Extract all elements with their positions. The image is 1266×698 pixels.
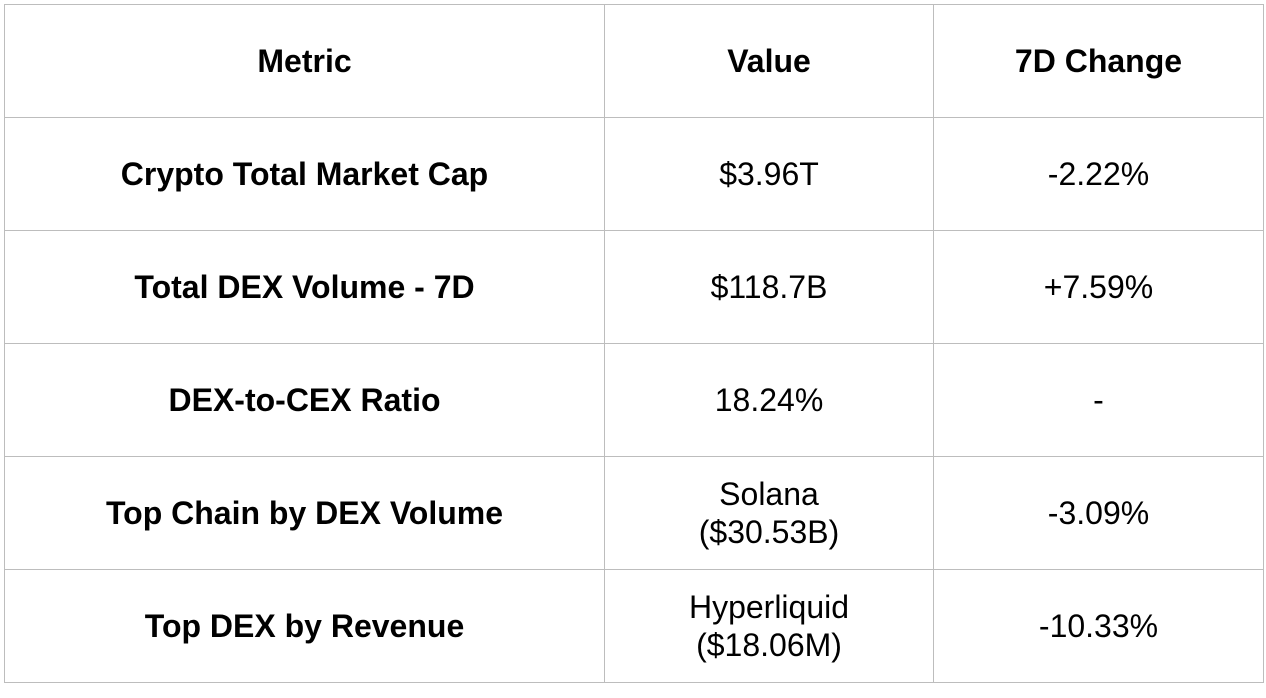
table-row: Crypto Total Market Cap $3.96T -2.22% xyxy=(4,117,1264,231)
change-cell: - xyxy=(933,343,1264,457)
value-line: Solana xyxy=(719,476,819,512)
table-row: DEX-to-CEX Ratio 18.24% - xyxy=(4,343,1264,457)
change-cell: -10.33% xyxy=(933,569,1264,683)
header-value: Value xyxy=(604,4,934,118)
change-cell: -3.09% xyxy=(933,456,1264,570)
value-line: 18.24% xyxy=(714,382,824,418)
value-line: $3.96T xyxy=(719,156,819,192)
value-cell: $3.96T xyxy=(604,117,934,231)
header-metric: Metric xyxy=(4,4,605,118)
table-row: Total DEX Volume - 7D $118.7B +7.59% xyxy=(4,230,1264,344)
value-line: $118.7B xyxy=(710,269,828,305)
metric-cell: DEX-to-CEX Ratio xyxy=(4,343,605,457)
change-cell: -2.22% xyxy=(933,117,1264,231)
metric-cell: Total DEX Volume - 7D xyxy=(4,230,605,344)
header-7d-change: 7D Change xyxy=(933,4,1264,118)
value-cell: $118.7B xyxy=(604,230,934,344)
value-cell: Solana ($30.53B) xyxy=(604,456,934,570)
metric-cell: Crypto Total Market Cap xyxy=(4,117,605,231)
table-row: Top Chain by DEX Volume Solana ($30.53B)… xyxy=(4,456,1264,570)
metrics-table: Metric Value 7D Change Crypto Total Mark… xyxy=(4,4,1264,683)
value-line: ($18.06M) xyxy=(696,627,842,663)
metric-cell: Top Chain by DEX Volume xyxy=(4,456,605,570)
change-cell: +7.59% xyxy=(933,230,1264,344)
metric-cell: Top DEX by Revenue xyxy=(4,569,605,683)
value-line: Hyperliquid xyxy=(688,589,850,625)
value-cell: Hyperliquid ($18.06M) xyxy=(604,569,934,683)
table-header-row: Metric Value 7D Change xyxy=(4,4,1264,118)
table-row: Top DEX by Revenue Hyperliquid ($18.06M)… xyxy=(4,569,1264,683)
value-cell: 18.24% xyxy=(604,343,934,457)
value-line: ($30.53B) xyxy=(698,514,840,550)
